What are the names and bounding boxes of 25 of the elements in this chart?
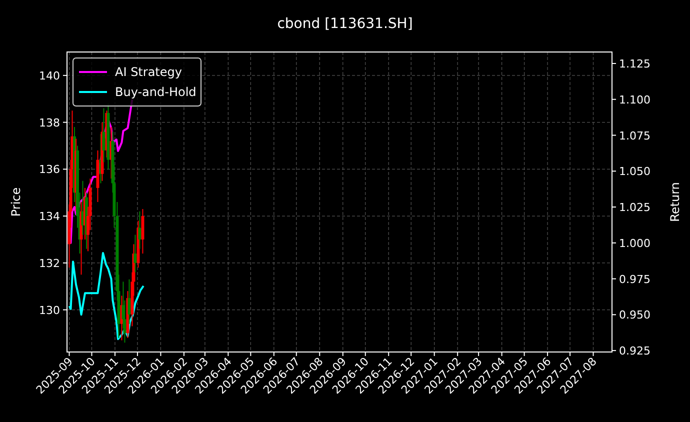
y2-tick-label: 0.975: [619, 272, 650, 286]
y-tick-label: 132: [39, 256, 60, 270]
y2-tick-label: 0.925: [619, 344, 650, 358]
legend-label: AI Strategy: [115, 65, 182, 79]
y2-tick-label: 1.075: [619, 129, 650, 142]
legend-label: Buy-and-Hold: [115, 85, 196, 99]
y-tick-label: 130: [39, 304, 60, 317]
candlestick: [128, 278, 131, 324]
y2-tick-label: 1.000: [619, 236, 650, 250]
y2-tick-label: 1.050: [619, 165, 650, 178]
y-axis-title: Price: [9, 187, 23, 217]
candlestick: [138, 210, 142, 250]
y2-axis-title: Return: [668, 182, 682, 222]
candlestick: [134, 234, 137, 273]
y2-tick-label: 1.025: [619, 201, 650, 214]
chart-title: cbond [113631.SH]: [277, 16, 413, 32]
y-tick-label: 136: [39, 163, 60, 176]
y-tick-label: 140: [39, 69, 60, 82]
candlestick: [141, 208, 144, 254]
line-series: [68, 252, 144, 340]
y2-tick-label: 0.950: [619, 308, 650, 322]
y-tick-label: 134: [39, 210, 60, 224]
y2-tick-label: 1.100: [619, 93, 650, 106]
y-tick-label: 138: [39, 116, 60, 130]
y2-tick-label: 1.125: [619, 57, 650, 70]
